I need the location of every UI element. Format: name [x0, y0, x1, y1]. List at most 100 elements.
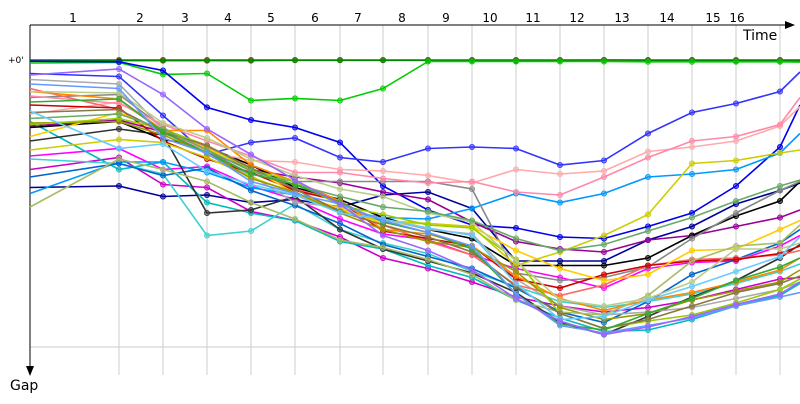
data-point	[159, 67, 166, 74]
data-point	[159, 128, 166, 135]
data-point	[513, 58, 520, 65]
data-point	[203, 57, 210, 64]
data-point	[336, 220, 343, 227]
series-8	[29, 154, 800, 315]
data-point	[203, 232, 210, 239]
data-point	[203, 209, 210, 216]
y-axis-label: Gap	[10, 378, 38, 394]
data-point	[777, 239, 784, 246]
series-4	[29, 58, 800, 242]
series-line	[29, 68, 800, 336]
data-point	[689, 170, 696, 177]
data-point	[689, 257, 696, 264]
data-point	[159, 120, 166, 127]
data-point	[733, 245, 740, 252]
data-point	[247, 151, 254, 158]
data-point	[689, 283, 696, 290]
data-point	[557, 317, 564, 324]
data-point	[777, 143, 784, 150]
data-point	[513, 235, 520, 242]
data-point	[645, 254, 652, 261]
data-point	[336, 209, 343, 216]
data-point	[777, 226, 784, 233]
x-tick-labels: 1 2 3 4 5 6 7 8 9 10 11 12 13 14 15 16	[69, 11, 744, 25]
data-point	[203, 167, 210, 174]
data-point	[336, 154, 343, 161]
data-point	[291, 176, 298, 183]
data-point	[203, 178, 210, 185]
data-point	[645, 227, 652, 234]
data-point	[247, 187, 254, 194]
data-point	[424, 256, 431, 263]
series-line	[29, 128, 800, 336]
data-point	[424, 188, 431, 195]
data-point	[247, 139, 254, 146]
data-point	[733, 197, 740, 204]
data-point	[689, 223, 696, 230]
series-line	[29, 101, 800, 184]
data-point	[203, 149, 210, 156]
data-point	[379, 203, 386, 210]
data-point	[513, 295, 520, 302]
data-point	[379, 167, 386, 174]
data-point	[116, 66, 123, 73]
data-point	[645, 296, 652, 303]
data-point	[291, 158, 298, 165]
data-point	[557, 233, 564, 240]
data-point	[159, 134, 166, 141]
data-point	[203, 191, 210, 198]
x-tick-label: 4	[224, 11, 232, 25]
data-point	[468, 205, 475, 212]
data-point	[247, 206, 254, 213]
data-point	[777, 245, 784, 252]
data-point	[689, 235, 696, 242]
data-point	[247, 170, 254, 177]
data-point	[601, 241, 608, 248]
series-line	[29, 108, 800, 330]
data-point	[733, 223, 740, 230]
data-point	[424, 229, 431, 236]
data-point	[116, 182, 123, 189]
data-point	[645, 211, 652, 218]
x-tick-label: 9	[442, 11, 450, 25]
data-point	[159, 91, 166, 98]
data-point	[777, 149, 784, 156]
data-point	[601, 313, 608, 320]
data-point	[733, 268, 740, 275]
data-point	[379, 175, 386, 182]
data-point	[601, 248, 608, 255]
data-point	[689, 271, 696, 278]
data-point	[468, 266, 475, 273]
series-14	[29, 126, 800, 338]
data-point	[733, 301, 740, 308]
data-point	[468, 224, 475, 231]
data-point	[203, 199, 210, 206]
data-point	[689, 313, 696, 320]
data-point	[733, 182, 740, 189]
data-point	[379, 57, 386, 64]
data-point	[247, 178, 254, 185]
data-point	[557, 161, 564, 168]
data-point	[424, 247, 431, 254]
data-point	[777, 290, 784, 297]
series-line	[29, 104, 800, 289]
data-point	[557, 58, 564, 65]
data-point	[689, 137, 696, 144]
data-point	[247, 117, 254, 124]
data-point	[601, 58, 608, 65]
data-point	[689, 160, 696, 167]
series-line	[29, 113, 800, 252]
y-axis-arrow	[26, 366, 34, 376]
x-tick-label: 5	[267, 11, 275, 25]
data-point	[291, 95, 298, 102]
data-point	[291, 215, 298, 222]
series-line	[29, 95, 800, 196]
data-point	[689, 109, 696, 116]
x-axis-label: Time	[742, 28, 777, 44]
data-point	[116, 111, 123, 118]
data-point	[601, 190, 608, 197]
data-point	[777, 280, 784, 287]
data-point	[645, 130, 652, 137]
series-18	[29, 99, 800, 186]
